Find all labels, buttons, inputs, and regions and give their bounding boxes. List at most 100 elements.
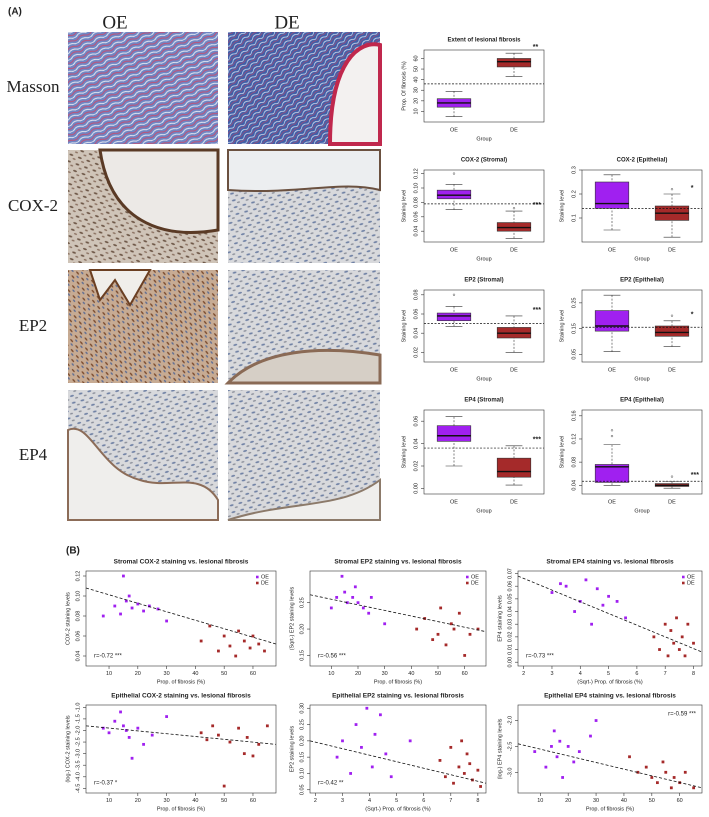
point	[443, 775, 447, 779]
point	[468, 762, 472, 766]
point	[136, 726, 140, 730]
box	[436, 189, 472, 200]
annotation: ***	[533, 437, 541, 444]
point	[436, 632, 440, 636]
plot-frame	[309, 570, 487, 667]
point	[360, 745, 363, 749]
y-tick-label: 0.04	[507, 606, 513, 617]
x-tick-label: 6	[635, 671, 638, 677]
y-tick-label: -4.5	[75, 784, 81, 793]
point	[234, 654, 238, 658]
x-tick-label: OE	[608, 247, 616, 253]
point	[248, 646, 252, 650]
x-tick-label: 6	[422, 798, 425, 804]
y-tick-label: 30	[413, 87, 419, 93]
point	[353, 585, 357, 589]
x-tick-label: DE	[510, 127, 518, 133]
legend-label: DE	[261, 580, 269, 586]
chart-title: Stromal COX-2 staining vs. lesional fibr…	[114, 559, 249, 566]
point	[340, 574, 344, 578]
plot-frame	[517, 570, 703, 667]
micrograph	[68, 32, 218, 144]
micrograph-lumen	[227, 149, 381, 193]
outlier	[452, 293, 456, 296]
x-axis-label: Group	[476, 256, 491, 262]
x-axis-label: Group	[634, 256, 649, 262]
point	[351, 595, 355, 599]
point	[550, 591, 554, 594]
point	[124, 599, 128, 603]
y-tick-label: -2.0	[507, 716, 513, 725]
plot-frame	[517, 704, 703, 794]
micrograph-lumen	[67, 427, 219, 521]
legend-label: OE	[471, 574, 479, 580]
point	[119, 612, 122, 616]
point	[383, 622, 387, 626]
point	[669, 786, 673, 790]
annotation: *	[691, 185, 694, 192]
x-tick-label: 50	[221, 798, 227, 804]
x-tick-label: 50	[221, 671, 227, 677]
x-tick-label: OE	[450, 367, 458, 373]
y-axis-label: Prop. Of fibrosis (%)	[401, 61, 407, 111]
chart-title: EP2 (Stromal)	[464, 278, 503, 284]
point	[349, 772, 353, 775]
point	[672, 641, 676, 645]
y-axis-label: EP4 staining levels	[497, 595, 503, 642]
y-tick-label: 0.12	[571, 434, 577, 445]
x-tick-label: 2	[314, 798, 317, 804]
y-tick-label: 0.03	[507, 619, 513, 630]
x-tick-label: 20	[565, 798, 571, 804]
x-tick-label: 60	[462, 671, 468, 677]
y-tick-label: 60	[413, 55, 419, 61]
trend-line	[85, 587, 277, 645]
chart-title: Epithelial EP2 staining vs. lesional fib…	[332, 693, 464, 700]
point	[655, 781, 659, 785]
box	[654, 325, 690, 337]
trend-line	[517, 575, 703, 653]
point	[217, 649, 220, 653]
y-tick-label: -2.5	[507, 742, 513, 751]
point	[636, 770, 640, 774]
x-tick-label: OE	[608, 499, 616, 505]
x-tick-label: DE	[668, 367, 676, 373]
x-tick-label: 30	[164, 671, 170, 677]
row-label: Masson	[7, 77, 60, 96]
point	[127, 736, 131, 739]
y-tick-label: 0.06	[413, 309, 419, 320]
outlier	[452, 172, 456, 175]
point	[533, 750, 537, 753]
x-axis-label: Group	[476, 136, 491, 142]
point	[666, 654, 670, 658]
trend-line	[309, 740, 487, 784]
annotation: *	[691, 312, 694, 319]
x-tick-label: DE	[668, 247, 676, 253]
y-tick-label: 0.05	[507, 594, 513, 605]
point	[559, 582, 562, 586]
x-tick-label: 20	[135, 798, 141, 804]
annotation: ***	[691, 472, 699, 479]
y-tick-label: 0.08	[413, 197, 419, 208]
y-tick-label: 0.15	[299, 650, 305, 661]
legend-label: DE	[471, 580, 479, 586]
point	[408, 739, 412, 743]
y-axis-label: (log-) COX-2 staining levels	[65, 715, 71, 782]
y-tick-label: -4.0	[75, 772, 81, 781]
annotation: ***	[533, 307, 541, 314]
outlier	[670, 475, 674, 478]
point	[142, 742, 145, 746]
point	[361, 606, 365, 610]
point	[628, 755, 631, 759]
y-axis-label: (log-) EP4 staining levels	[497, 718, 503, 779]
point	[584, 578, 588, 582]
point	[354, 723, 358, 726]
x-tick-label: 8	[476, 798, 479, 804]
point	[457, 611, 461, 615]
trend-line	[517, 743, 703, 789]
point	[650, 776, 654, 779]
legend-label: DE	[687, 580, 695, 586]
x-tick-label: DE	[668, 499, 676, 505]
y-tick-label: 0.06	[75, 631, 81, 642]
point	[130, 756, 134, 760]
point	[165, 715, 169, 718]
